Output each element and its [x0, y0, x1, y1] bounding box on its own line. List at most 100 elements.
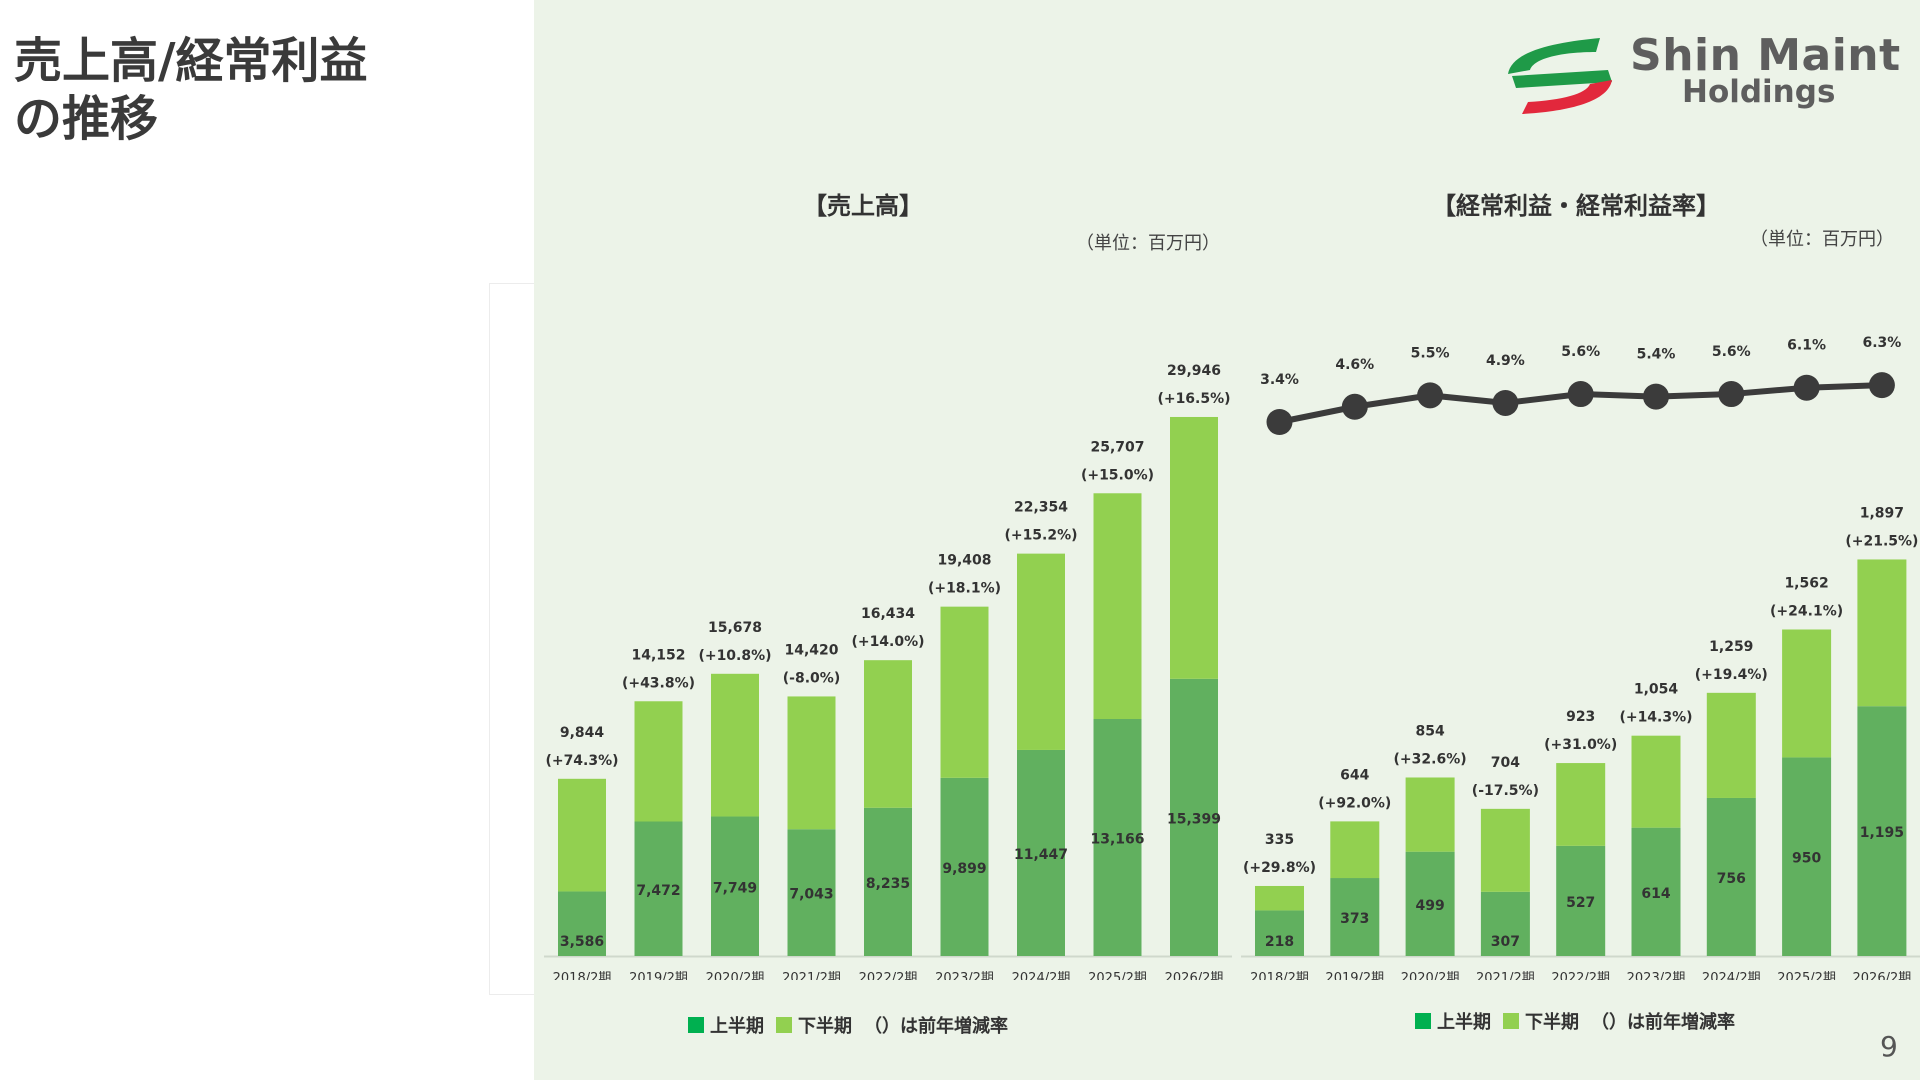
x-tick-label: 2023/2期: [935, 971, 994, 980]
x-tick-label: 2026/2期: [1165, 971, 1224, 980]
margin-rate-point: [1868, 372, 1895, 399]
total-value-label: 9,844: [560, 725, 605, 741]
first-half-value-label: 7,749: [713, 880, 757, 896]
first-half-bar: [1330, 878, 1380, 956]
first-half-value-label: 756: [1717, 871, 1746, 887]
growth-rate-label: (+31.0%): [1544, 737, 1617, 753]
total-value-label: 22,354: [1014, 500, 1068, 516]
first-half-bar: [711, 816, 759, 956]
x-tick-label: 2024/2期: [1702, 971, 1761, 980]
first-half-value-label: 950: [1792, 851, 1821, 867]
total-value-label: 644: [1340, 767, 1369, 783]
margin-rate-point: [1341, 393, 1368, 420]
x-tick-label: 2019/2期: [1325, 971, 1384, 980]
margin-rate-label: 6.1%: [1787, 338, 1826, 354]
second-half-bar: [940, 606, 989, 778]
total-value-label: 335: [1265, 832, 1294, 848]
growth-rate-label: (+21.5%): [1845, 533, 1918, 549]
total-value-label: 1,054: [1634, 682, 1679, 698]
first-half-bar: [1255, 910, 1304, 956]
logo-text-line-2: Holdings: [1682, 74, 1836, 110]
margin-rate-point: [1266, 409, 1293, 435]
total-value-label: 854: [1415, 723, 1444, 739]
sales-chart-legend: 上半期 下半期 （）は前年増減率: [688, 1012, 1008, 1038]
legend-second-half: 下半期: [798, 1016, 852, 1037]
first-half-value-label: 373: [1340, 911, 1369, 927]
legend-first-half: 上半期: [1437, 1012, 1491, 1033]
first-half-value-label: 8,235: [866, 876, 910, 892]
x-tick-label: 2022/2期: [1551, 971, 1610, 980]
growth-rate-label: (+24.1%): [1770, 603, 1843, 619]
x-tick-label: 2026/2期: [1853, 971, 1912, 980]
content-panel: [534, 0, 1920, 1080]
sales-chart-title: 【売上高】: [803, 192, 923, 220]
growth-rate-label: (+43.8%): [622, 675, 695, 691]
second-half-bar: [787, 696, 836, 830]
margin-rate-label: 5.4%: [1637, 347, 1676, 363]
total-value-label: 16,434: [861, 606, 915, 622]
first-half-bar: [1556, 845, 1606, 956]
legend-second-half: 下半期: [1525, 1012, 1579, 1033]
logo-text-line-1: Shin Maint: [1630, 30, 1901, 81]
margin-rate-point: [1643, 383, 1669, 410]
second-half-bar: [634, 701, 683, 822]
first-half-bar: [1405, 851, 1455, 956]
growth-rate-label: (-8.0%): [783, 670, 840, 686]
margin-rate-label: 4.6%: [1335, 357, 1374, 373]
first-half-value-label: 218: [1265, 934, 1294, 950]
total-value-label: 15,678: [708, 620, 762, 636]
second-half-bar: [1556, 763, 1606, 846]
x-tick-label: 2020/2期: [706, 971, 765, 980]
growth-rate-label: (+32.6%): [1394, 751, 1467, 767]
second-half-bar: [1857, 559, 1907, 707]
profit-chart-title: 【経常利益・経常利益率】: [1432, 192, 1720, 220]
first-half-bar: [1017, 749, 1065, 956]
growth-rate-label: (+15.0%): [1081, 467, 1154, 483]
margin-rate-point: [1492, 389, 1519, 416]
first-half-value-label: 7,472: [636, 883, 680, 899]
first-half-bar: [1480, 891, 1530, 956]
second-half-bar: [1170, 416, 1218, 679]
x-tick-label: 2020/2期: [1401, 971, 1460, 980]
total-value-label: 704: [1491, 755, 1520, 771]
first-half-swatch: [688, 1017, 704, 1033]
growth-rate-label: (+29.8%): [1243, 860, 1316, 876]
legend-note: （）は前年増減率: [1591, 1012, 1735, 1033]
margin-rate-label: 6.3%: [1862, 335, 1901, 351]
second-half-bar: [1093, 493, 1142, 720]
first-half-swatch: [1415, 1013, 1431, 1029]
total-value-label: 1,897: [1860, 505, 1904, 521]
total-value-label: 25,707: [1090, 439, 1144, 455]
second-half-bar: [1017, 553, 1065, 750]
margin-rate-point: [1718, 381, 1745, 408]
second-half-bar: [1255, 885, 1304, 911]
first-half-bar: [940, 777, 989, 956]
growth-rate-label: (-17.5%): [1472, 783, 1539, 799]
first-half-bar: [1093, 719, 1142, 956]
growth-rate-label: (+14.3%): [1619, 710, 1692, 726]
second-half-bar: [1782, 629, 1832, 758]
first-half-bar: [787, 829, 836, 956]
profit-chart-unit: （単位：百万円）: [1750, 229, 1894, 250]
second-half-bar: [558, 778, 606, 892]
profit-chart-legend: 上半期 下半期 （）は前年増減率: [1415, 1008, 1735, 1034]
first-half-value-label: 11,447: [1014, 847, 1068, 863]
first-half-value-label: 3,586: [560, 934, 604, 950]
margin-rate-label: 5.6%: [1712, 344, 1751, 360]
legend-first-half: 上半期: [710, 1016, 764, 1037]
logo-mark-icon: [1508, 38, 1612, 114]
x-tick-label: 2024/2期: [1012, 971, 1071, 980]
page-title-line-2: の推移: [14, 91, 159, 147]
profit-chart: 218 335 (+29.8%) 2018/2期 373 644 (+92.0%) 2019/…: [1241, 335, 1920, 980]
x-tick-label: 2023/2期: [1627, 971, 1686, 980]
x-tick-label: 2021/2期: [782, 971, 841, 980]
first-half-bar: [864, 807, 912, 956]
growth-rate-label: (+19.4%): [1695, 667, 1768, 683]
side-frame: [489, 283, 536, 995]
page-title: 売上高/経常利益 の推移: [14, 32, 368, 148]
total-value-label: 14,420: [784, 642, 838, 658]
margin-rate-label: 5.6%: [1561, 344, 1600, 360]
margin-rate-label: 3.4%: [1260, 372, 1299, 388]
first-half-bar: [634, 821, 683, 956]
first-half-value-label: 499: [1415, 898, 1444, 914]
